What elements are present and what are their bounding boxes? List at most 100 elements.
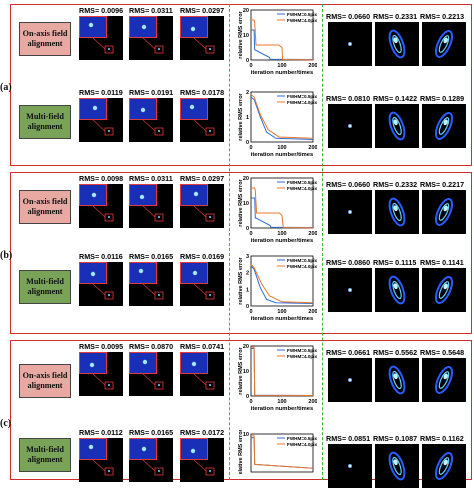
psf-right-r4-c0: [328, 358, 372, 402]
x-tick-label: 100: [277, 63, 286, 69]
psf-left-r0-c1: [129, 16, 173, 60]
rms-right-r4-c1: RMS= 0.5562: [373, 348, 418, 357]
x-tick-label: 100: [277, 145, 286, 151]
rms-right-r4-c2: RMS= 0.5648: [420, 348, 465, 357]
rms-right-r3-c1: RMS= 0.1115: [373, 258, 417, 267]
legend-label: FWHM=4.0pixels: [287, 264, 317, 269]
rms-left-r5-c0: RMS= 0.0112: [79, 428, 123, 437]
rms-right-r3-c0: RMS= 0.0860: [326, 258, 371, 267]
legend-label: FWHM=4.0pixels: [287, 18, 317, 23]
panel-label-a: (a): [0, 82, 12, 93]
row-label-on-axis-c: On-axis field alignment: [19, 364, 71, 398]
rms-left-r1-c1: RMS= 0.0191: [129, 88, 174, 97]
psf-right-r0-c0: [328, 22, 372, 66]
panel-a-frame: [10, 4, 472, 166]
legend-label: FWHM=4.0pixels: [287, 186, 317, 191]
series-line-1: [251, 435, 314, 469]
rms-left-r2-c0: RMS= 0.0098: [79, 174, 124, 183]
psf-right-r0-c2: [422, 22, 466, 66]
psf-left-r4-c0: [79, 352, 123, 396]
rms-left-r0-c2: RMS= 0.0297: [180, 6, 225, 15]
series-line-1: [251, 187, 314, 229]
rms-left-r1-c2: RMS= 0.0178: [180, 88, 225, 97]
x-axis-label: iteration number/times: [251, 316, 314, 322]
psf-right-r1-c0: [328, 104, 372, 148]
x-tick-label: 200: [308, 231, 317, 237]
plot-frame: [250, 345, 314, 397]
psf-right-r1-c2: [422, 104, 466, 148]
y-axis-label: relative RMS error: [238, 430, 244, 474]
y-tick-label: 20: [243, 8, 249, 14]
psf-left-r5-c0: [79, 438, 123, 482]
psf-left-r2-c1: [129, 184, 173, 228]
convergence-chart-a-multi: 0 1 2 0 100 200 iteration number/times relative…: [237, 88, 324, 165]
row-label-multi-a: Multi-field alignment: [19, 105, 71, 139]
y-tick-label: 3: [246, 254, 249, 260]
x-tick-label: 0: [249, 399, 252, 405]
psf-left-r1-c0: [79, 98, 123, 142]
psf-right-r4-c1: [375, 358, 419, 402]
psf-right-r5-c0: [328, 444, 372, 488]
psf-left-r2-c2: [180, 184, 224, 228]
rms-right-r0-c0: RMS= 0.0660: [326, 12, 371, 21]
rms-left-r4-c0: RMS= 0.0095: [79, 342, 124, 351]
y-axis-label: relative RMS error: [238, 256, 244, 304]
psf-left-r3-c1: [129, 262, 173, 306]
row-label-multi-c: Multi-field alignment: [19, 438, 71, 472]
legend-label: FWHM=0.5pixels: [287, 258, 317, 263]
rms-left-r3-c1: RMS= 0.0165: [129, 252, 174, 261]
x-tick-label: 200: [308, 309, 317, 315]
psf-left-r1-c2: [180, 98, 224, 142]
y-tick-label: 20: [243, 176, 249, 182]
x-tick-label: 0: [249, 231, 252, 237]
row-label-multi-b: Multi-field alignment: [19, 270, 71, 304]
psf-left-r0-c0: [79, 16, 123, 60]
x-tick-label: 100: [277, 399, 286, 405]
row-label-on-axis-b: On-axis field alignment: [19, 190, 71, 224]
panel-b-frame: [10, 172, 472, 334]
psf-left-r5-c1: [129, 438, 173, 482]
psf-right-r2-c0: [328, 190, 372, 234]
series-line-0: [251, 197, 314, 228]
y-tick-label: 0: [246, 304, 249, 310]
psf-left-r3-c0: [79, 262, 123, 306]
legend-label: FWHM=0.5pixels: [287, 12, 317, 17]
rms-left-r5-c1: RMS= 0.0165: [129, 428, 174, 437]
y-tick-label: 0: [246, 394, 249, 400]
psf-right-r2-c1: [375, 190, 419, 234]
rms-right-r1-c2: RMS= 0.1289: [420, 94, 465, 103]
x-axis-label: iteration number/times: [251, 152, 314, 158]
rms-left-r3-c0: RMS= 0.0116: [79, 252, 123, 261]
x-tick-label: 0: [249, 145, 252, 151]
x-axis-label: iteration number/times: [251, 238, 314, 244]
y-tick-label: 10: [243, 33, 249, 39]
legend-label: FWHM=0.5pixels: [287, 94, 317, 99]
plot-frame: [250, 255, 314, 307]
series-line-0: [250, 96, 314, 140]
psf-left-r4-c2: [180, 352, 224, 396]
panel-label-b: (b): [0, 250, 13, 261]
legend-label: FWHM=0.5pixels: [287, 180, 317, 185]
x-tick-label: 200: [308, 399, 317, 405]
rms-left-r3-c2: RMS= 0.0169: [180, 252, 225, 261]
panel-label-c: (c): [0, 418, 12, 429]
y-tick-label: 20: [243, 344, 249, 350]
y-tick-label: 1: [246, 115, 249, 121]
x-axis-label: iteration number/times: [251, 406, 314, 412]
rms-right-r5-c1: RMS= 0.1087: [373, 434, 418, 443]
y-axis-label: relative RMS error: [238, 346, 244, 394]
convergence-chart-b-multi: 0 1 2 3 0 100 200 iteration number/times relativ…: [237, 252, 324, 329]
x-tick-label: 200: [308, 63, 317, 69]
psf-right-r3-c0: [328, 268, 372, 312]
rms-left-r4-c2: RMS= 0.0741: [180, 342, 225, 351]
legend-label: FWHM=4.0pixels: [287, 354, 317, 359]
rms-right-r2-c2: RMS= 0.2217: [420, 180, 465, 189]
x-tick-label: 0: [249, 309, 252, 315]
rms-left-r0-c1: RMS= 0.0311: [129, 6, 173, 15]
x-axis-label: iteration number/times: [251, 70, 314, 76]
y-axis-label: relative RMS error: [238, 10, 244, 58]
psf-left-r5-c2: [180, 438, 224, 482]
psf-left-r2-c0: [79, 184, 123, 228]
psf-right-r5-c1: [375, 444, 419, 488]
series-line-0: [250, 265, 314, 304]
